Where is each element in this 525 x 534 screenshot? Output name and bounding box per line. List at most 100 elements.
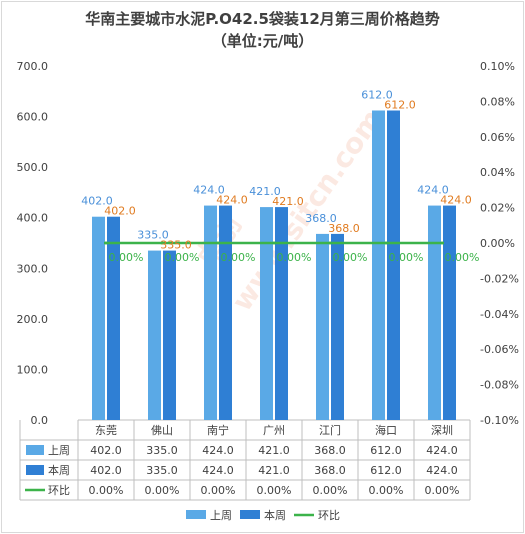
y-right-tick-label: -0.08% [480,379,519,392]
bar-prev-week [148,250,161,420]
table-cell: 0.00% [313,484,348,497]
table-key-prev-week [26,445,44,455]
x-tick-label: 广州 [263,424,285,437]
table-row-label: 上周 [48,444,70,457]
bar-this-week [275,207,288,420]
data-label-prev-week: 368.0 [305,212,337,225]
table-cell: 335.0 [146,444,178,457]
data-label-change: 0.00% [333,251,368,264]
y-right-tick-label: 0.06% [480,131,515,144]
table-cell: 0.00% [145,484,180,497]
table-cell: 612.0 [370,464,402,477]
y-left-tick-label: 0.0 [31,414,49,427]
point-change [272,241,276,245]
data-label-this-week: 424.0 [216,194,248,207]
data-label-prev-week: 335.0 [137,229,169,242]
table-cell: 424.0 [202,444,234,457]
legend-key-prev-week [186,510,206,519]
y-left-tick-label: 300.0 [17,262,49,275]
point-change [104,241,108,245]
table-cell: 0.00% [89,484,124,497]
y-left-tick-label: 200.0 [17,313,49,326]
data-label-prev-week: 612.0 [361,89,393,102]
table-cell: 612.0 [370,444,402,457]
x-tick-label: 佛山 [151,424,173,437]
table-cell: 421.0 [258,444,290,457]
point-change [160,241,164,245]
y-right-tick-label: 0.08% [480,95,515,108]
data-label-change: 0.00% [165,251,200,264]
point-change [328,241,332,245]
point-change [440,241,444,245]
point-change [216,241,220,245]
y-right-tick-label: 0.10% [480,60,515,73]
data-label-change: 0.00% [109,251,144,264]
y-right-tick-label: -0.06% [480,343,519,356]
chart-title: 华南主要城市水泥P.O42.5袋装12月第三周价格趋势 [85,10,440,28]
data-label-prev-week: 424.0 [193,184,225,197]
point-change [384,241,388,245]
data-label-this-week: 402.0 [104,205,136,218]
y-left-tick-label: 600.0 [17,111,49,124]
bar-prev-week [260,207,273,420]
table-cell: 402.0 [90,444,122,457]
bar-this-week [443,205,456,420]
data-label-prev-week: 421.0 [249,185,281,198]
bar-prev-week [316,233,329,420]
bar-this-week [387,110,400,420]
data-label-change: 0.00% [389,251,424,264]
table-cell: 0.00% [201,484,236,497]
x-tick-label: 深圳 [431,424,453,437]
table-cell: 402.0 [90,464,122,477]
table-cell: 0.00% [425,484,460,497]
bar-this-week [219,205,232,420]
bar-this-week [107,216,120,420]
legend-label-this-week: 本周 [264,508,286,522]
table-cell: 335.0 [146,464,178,477]
table-cell: 424.0 [426,464,458,477]
data-label-change: 0.00% [445,251,480,264]
chart-subtitle: （单位:元/吨） [211,32,314,50]
data-label-this-week: 335.0 [160,239,192,252]
y-right-tick-label: -0.04% [480,308,519,321]
x-tick-label: 海口 [375,423,397,437]
table-cell: 0.00% [369,484,404,497]
bar-this-week [163,250,176,420]
y-left-tick-label: 400.0 [17,212,49,225]
data-label-this-week: 421.0 [272,195,304,208]
table-cell: 424.0 [426,444,458,457]
table-cell: 368.0 [314,464,346,477]
y-right-tick-label: -0.02% [480,272,519,285]
table-cell: 368.0 [314,444,346,457]
x-tick-label: 南宁 [207,423,229,437]
table-key-this-week [26,465,44,475]
y-right-tick-label: 0.00% [480,237,515,250]
data-label-prev-week: 424.0 [417,184,449,197]
bar-prev-week [92,216,105,420]
y-right-tick-label: 0.04% [480,166,515,179]
y-right-tick-label: -0.10% [480,414,519,427]
bar-prev-week [204,205,217,420]
table-cell: 424.0 [202,464,234,477]
data-label-change: 0.00% [277,251,312,264]
table-row-label: 本周 [48,463,70,477]
y-left-tick-label: 100.0 [17,363,49,376]
legend-key-this-week [240,510,260,519]
data-label-this-week: 424.0 [440,194,472,207]
table-cell: 421.0 [258,464,290,477]
bar-prev-week [428,205,441,420]
bar-prev-week [372,110,385,420]
legend-label-prev-week: 上周 [210,509,232,522]
y-left-tick-label: 700.0 [17,60,49,73]
x-tick-label: 东莞 [95,424,117,437]
y-right-tick-label: 0.02% [480,202,515,215]
bar-this-week [331,233,344,420]
data-label-this-week: 612.0 [384,99,416,112]
table-row-label: 环比 [48,484,70,497]
y-left-tick-label: 500.0 [17,161,49,174]
data-label-prev-week: 402.0 [81,195,113,208]
data-label-change: 0.00% [221,251,256,264]
data-label-this-week: 368.0 [328,222,360,235]
